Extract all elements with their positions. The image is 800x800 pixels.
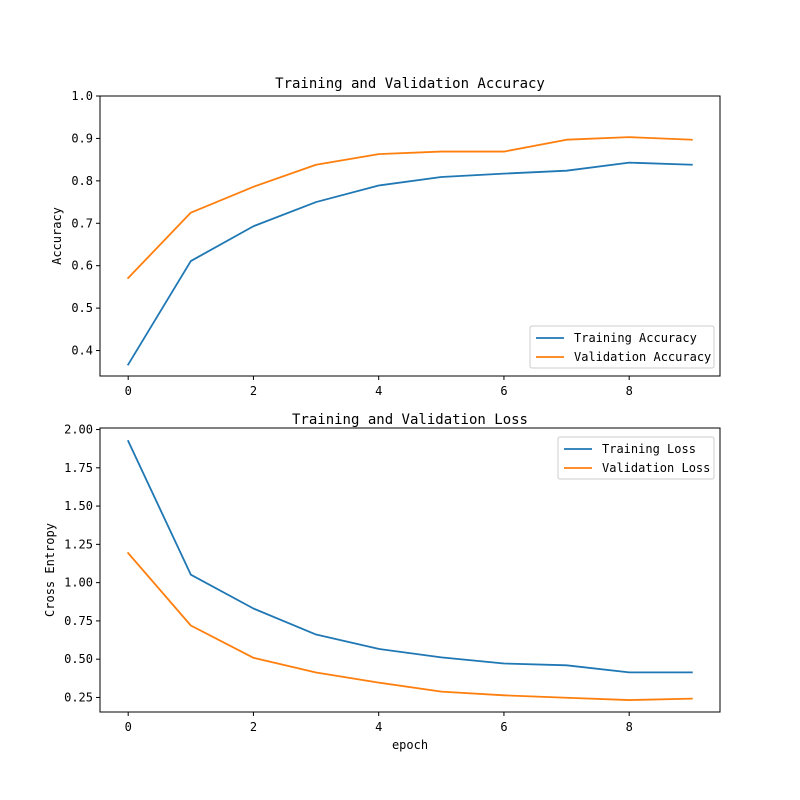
loss-x-tick-label: 8 [626,720,633,734]
loss-y-tick-label: 1.50 [64,499,93,513]
loss-chart: 0 2 4 6 8 0.25 0.50 0.75 1.00 1.25 1.50 1.75 2.00 Tra… [43,412,721,752]
accuracy-x-tick-label: 8 [626,384,633,398]
accuracy-chart-title: Training and Validation Accuracy [275,76,545,92]
accuracy-legend-label: Training Accuracy [574,331,697,345]
loss-plot-frame [99,427,721,713]
accuracy-x-tick-label: 2 [250,384,257,398]
loss-x-tick-label: 2 [250,720,257,734]
loss-y-tick-label: 1.25 [64,537,93,551]
loss-series-validation-line [126,551,693,701]
accuracy-series-training-line [126,161,693,366]
loss-x-tick-label: 4 [375,720,382,734]
accuracy-y-tick-label: 0.5 [71,301,93,315]
accuracy-x-tick-label: 6 [500,384,507,398]
accuracy-legend-box [529,325,715,369]
loss-y-tick-label: 0.50 [64,652,93,666]
accuracy-y-tick-label: 0.8 [71,174,93,188]
loss-legend-box [557,436,715,480]
loss-y-tick-label: 0.75 [64,614,93,628]
accuracy-chart: 0 2 4 6 8 0.4 0.5 0.6 0.7 0.8 0.9 1.0 Training and V… [50,76,721,398]
loss-x-axis-label: epoch [392,738,428,752]
loss-x-tick-label: 6 [500,720,507,734]
accuracy-y-tick-label: 0.7 [71,216,93,230]
loss-x-tick-label: 0 [125,720,132,734]
accuracy-plot-frame [99,95,721,377]
loss-series-training-line [126,439,693,674]
loss-legend-label: Validation Loss [602,461,710,475]
loss-y-tick-label: 1.75 [64,461,93,475]
accuracy-x-tick-label: 4 [375,384,382,398]
loss-y-tick-label: 1.00 [64,576,93,590]
accuracy-legend: Training Accuracy Validation Accuracy [529,325,715,369]
loss-legend: Training Loss Validation Loss [557,436,715,480]
loss-y-tick-label: 2.00 [64,423,93,437]
loss-legend-label: Training Loss [602,442,696,456]
accuracy-legend-label: Validation Accuracy [574,350,711,364]
loss-chart-title: Training and Validation Loss [292,412,528,428]
accuracy-y-tick-label: 1.0 [71,89,93,103]
accuracy-y-tick-label: 0.4 [71,344,93,358]
accuracy-y-axis-label: Accuracy [50,207,64,265]
loss-y-axis-label: Cross Entropy [43,523,57,617]
accuracy-y-tick-label: 0.9 [71,131,93,145]
loss-y-tick-label: 0.25 [64,690,93,704]
accuracy-series-validation-line [126,136,693,280]
accuracy-y-tick-label: 0.6 [71,259,93,273]
accuracy-x-tick-label: 0 [125,384,132,398]
